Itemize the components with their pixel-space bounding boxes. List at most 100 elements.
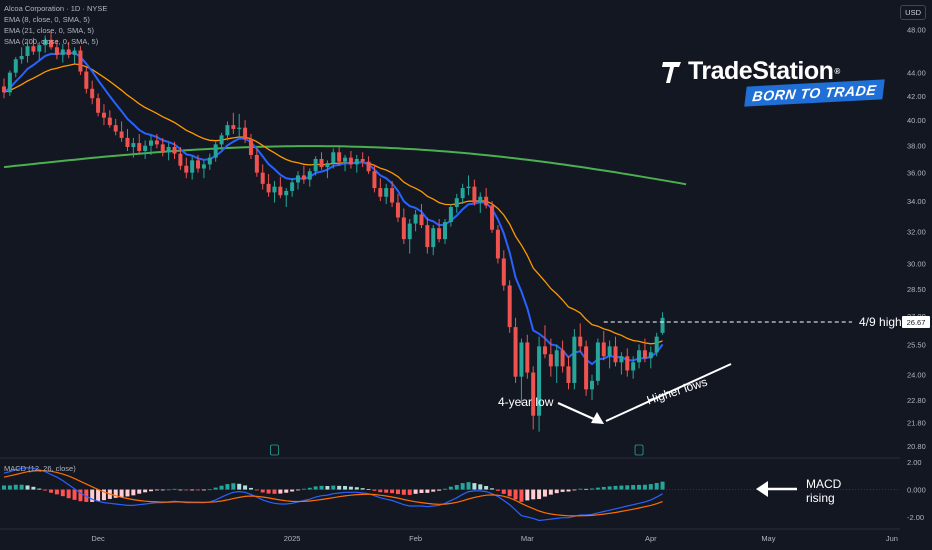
candle-body (225, 125, 230, 136)
macd-histogram-bar (384, 489, 389, 493)
candle-body (484, 196, 489, 206)
candle-body (131, 143, 136, 148)
macd-histogram-bar (284, 489, 289, 493)
candle-body (31, 46, 36, 52)
macd-histogram-bar (137, 489, 142, 494)
macd-histogram-bar (413, 489, 418, 494)
macd-histogram-bar (25, 485, 30, 490)
candle-body (254, 154, 259, 173)
candle-body (25, 46, 30, 56)
candle-body (578, 336, 583, 347)
ema21-legend: EMA (21, close, 0, SMA, 5) (4, 26, 95, 35)
macd-histogram-bar (590, 488, 594, 490)
currency-button[interactable]: USD (900, 5, 926, 20)
macd-histogram-bar (625, 485, 630, 490)
candle-body (542, 346, 547, 355)
candle-body (272, 186, 277, 193)
macd-histogram-bar (2, 485, 6, 490)
tradestation-mark-icon (662, 61, 681, 83)
macd-histogram-bar (243, 485, 248, 490)
candle-body (384, 188, 389, 197)
macd-histogram-bar (119, 489, 124, 497)
indicator-legend: Alcoa Corporation · 1D · NYSE EMA (8, cl… (4, 3, 107, 47)
candle-body (425, 225, 430, 248)
macd-histogram-bar (319, 485, 324, 490)
macd-histogram-bar (278, 489, 283, 494)
candle-body (325, 163, 330, 168)
macd-rising-arrow-head (756, 481, 768, 497)
ema21-line (3, 63, 663, 345)
candle-body (619, 356, 624, 363)
price-tick-label: 40.00 (907, 116, 926, 125)
candle-body (149, 140, 153, 146)
candle-body (495, 229, 500, 259)
candle-body (431, 228, 436, 248)
candle-body (337, 152, 342, 162)
macd-histogram-bar (325, 486, 330, 490)
macd-histogram-bar (390, 489, 395, 494)
macd-histogram-bar (37, 488, 42, 490)
brand-name: TradeStation (688, 57, 834, 85)
time-tick-label: May (761, 534, 775, 543)
earnings-icon (634, 444, 644, 456)
four-year-low-label: 4-year low (498, 395, 554, 409)
price-tick-label: 21.80 (907, 418, 926, 427)
symbol-line: Alcoa Corporation · 1D · NYSE (4, 4, 108, 13)
macd-histogram-bar (296, 489, 300, 491)
time-tick-label: Jun (886, 534, 898, 543)
time-tick-label: 2025 (284, 534, 301, 543)
macd-histogram-bar (448, 486, 453, 490)
candle-body (284, 190, 289, 196)
candle-body (631, 362, 636, 371)
candle-body (654, 336, 659, 353)
time-tick-label: Apr (645, 534, 657, 543)
macd-histogram-bar (554, 489, 559, 494)
macd-histogram-bar (266, 489, 271, 494)
macd-histogram-bar (460, 483, 465, 490)
macd-histogram-bar (101, 489, 106, 501)
time-tick-label: Dec (91, 534, 105, 543)
macd-histogram-bar (90, 489, 95, 502)
candle-body (443, 222, 447, 240)
macd-histogram-bar (466, 482, 471, 490)
candle-body (560, 350, 565, 367)
macd-histogram-bar (19, 484, 24, 490)
candle-body (2, 86, 6, 93)
candle-body (43, 39, 48, 46)
candle-body (248, 139, 253, 155)
candle-body (19, 55, 24, 60)
macd-histogram-bar (578, 488, 583, 490)
time-tick-label: Mar (521, 534, 534, 543)
candle-body (354, 158, 359, 165)
macd-histogram-bar (607, 486, 612, 490)
macd-histogram-bar (525, 489, 530, 501)
macd-histogram-bar (354, 487, 359, 490)
macd-histogram-bar (248, 487, 253, 490)
candle-body (96, 98, 101, 113)
four-year-low-arrow-head (591, 412, 604, 424)
candle-body (348, 157, 353, 165)
macd-histogram-bar (260, 489, 265, 493)
candle-body (660, 317, 665, 333)
candle-body (584, 346, 589, 390)
macd-histogram-bar (619, 485, 624, 490)
macd-histogram-bar (478, 484, 483, 490)
macd-histogram-bar (531, 489, 536, 500)
ema8-line (3, 51, 664, 366)
candle-body (313, 158, 318, 172)
candle-body (525, 342, 530, 373)
tradestation-logo: TradeStation ® BORN TO TRADE (662, 57, 885, 107)
time-tick-label: Feb (409, 534, 422, 543)
macd-histogram-bar (437, 489, 442, 491)
candle-body (319, 158, 324, 168)
macd-histogram-bar (131, 489, 136, 496)
macd-histogram-bar (425, 489, 430, 493)
macd-histogram-bar (584, 488, 589, 490)
candle-body (125, 137, 130, 148)
candle-body (166, 147, 171, 153)
macd-histogram-bar (237, 483, 242, 490)
macd-histogram-bar (166, 489, 171, 491)
candle-body (172, 147, 177, 154)
sma200-line (3, 145, 687, 186)
